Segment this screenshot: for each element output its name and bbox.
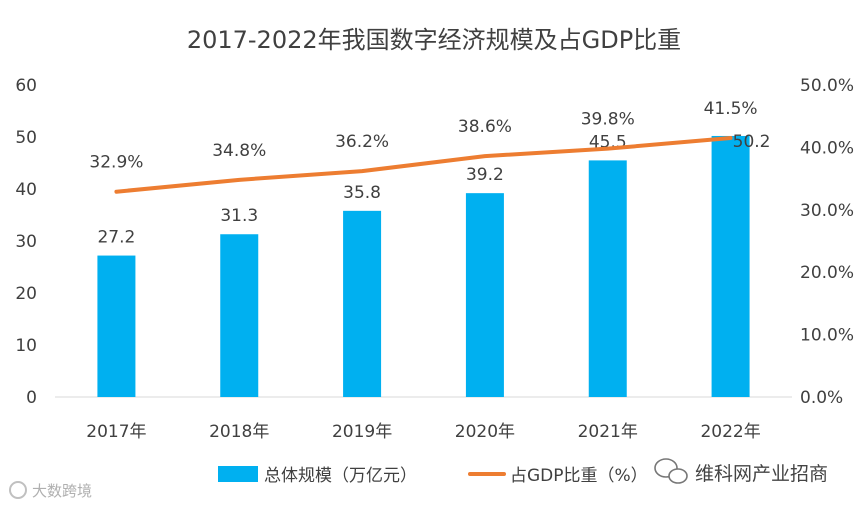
x-tick-label: 2019年 xyxy=(332,422,392,442)
bar xyxy=(465,193,504,397)
watermark-left-text: 大数跨境 xyxy=(32,482,92,500)
bar-labels: 27.231.335.839.245.5 50.2 xyxy=(97,132,770,248)
line-path xyxy=(114,136,733,194)
watermark-logo-icon xyxy=(9,481,27,499)
watermark-left: 大数跨境 xyxy=(9,481,92,500)
right-tick-label: 0.0% xyxy=(800,388,843,408)
right-tick-label: 50.0% xyxy=(800,76,854,96)
right-tick-label: 40.0% xyxy=(800,138,854,158)
line-data-label: 36.2% xyxy=(335,132,389,152)
x-tick-label: 2021年 xyxy=(578,422,638,442)
legend: 总体规模（万亿元） 占GDP比重（%） xyxy=(218,466,648,486)
watermark-right: 维科网产业招商 xyxy=(654,458,828,485)
left-tick-label: 10 xyxy=(15,336,37,356)
watermark-right-text: 维科网产业招商 xyxy=(695,463,828,485)
legend-swatch-bar xyxy=(218,466,258,482)
bar-data-label: 31.3 xyxy=(220,206,258,226)
bar-data-label: 35.8 xyxy=(343,183,381,203)
left-tick-label: 30 xyxy=(15,232,37,252)
right-tick-label: 30.0% xyxy=(800,201,854,221)
left-tick-label: 60 xyxy=(15,76,37,96)
line-data-label: 34.8% xyxy=(212,141,266,161)
left-tick-label: 20 xyxy=(15,284,37,304)
x-tick-label: 2022年 xyxy=(700,422,760,442)
x-tick-label: 2017年 xyxy=(86,422,146,442)
bar-data-label: 27.2 xyxy=(97,228,135,248)
line-data-label: 41.5% xyxy=(704,99,758,119)
bar xyxy=(220,234,259,397)
line-data-label: 32.9% xyxy=(89,153,143,173)
x-axis-labels: 2017年 2018年 2019年 2020年 2021年 2022年 xyxy=(86,422,760,442)
x-tick-label: 2018年 xyxy=(209,422,269,442)
line-data-label: 39.8% xyxy=(581,110,635,130)
bar xyxy=(711,135,750,397)
line-series xyxy=(114,136,733,194)
bar-series xyxy=(97,135,750,397)
line-data-label: 38.6% xyxy=(458,117,512,137)
x-tick-label: 2020年 xyxy=(455,422,515,442)
bar-data-label: 39.2 xyxy=(466,165,504,185)
right-tick-label: 20.0% xyxy=(800,263,854,283)
chart-title: 2017-2022年我国数字经济规模及占GDP比重 xyxy=(187,26,681,54)
right-axis: 0.0% 10.0% 20.0% 30.0% 40.0% 50.0% xyxy=(800,76,854,408)
bar xyxy=(588,160,627,397)
left-tick-label: 40 xyxy=(15,180,37,200)
legend-label-bar: 总体规模（万亿元） xyxy=(264,466,417,486)
left-axis: 0 10 20 30 40 50 60 xyxy=(15,76,37,408)
wechat-icon xyxy=(654,458,688,484)
line-labels: 32.9% 34.8% 36.2% 38.6% 39.8% 41.5% xyxy=(89,99,757,173)
bar-data-label: 50.2 xyxy=(733,132,771,152)
bar xyxy=(97,255,136,397)
left-tick-label: 50 xyxy=(15,128,37,148)
legend-label-line: 占GDP比重（%） xyxy=(510,466,648,486)
right-tick-label: 10.0% xyxy=(800,326,854,346)
left-tick-label: 0 xyxy=(26,388,37,408)
bar xyxy=(343,210,382,397)
